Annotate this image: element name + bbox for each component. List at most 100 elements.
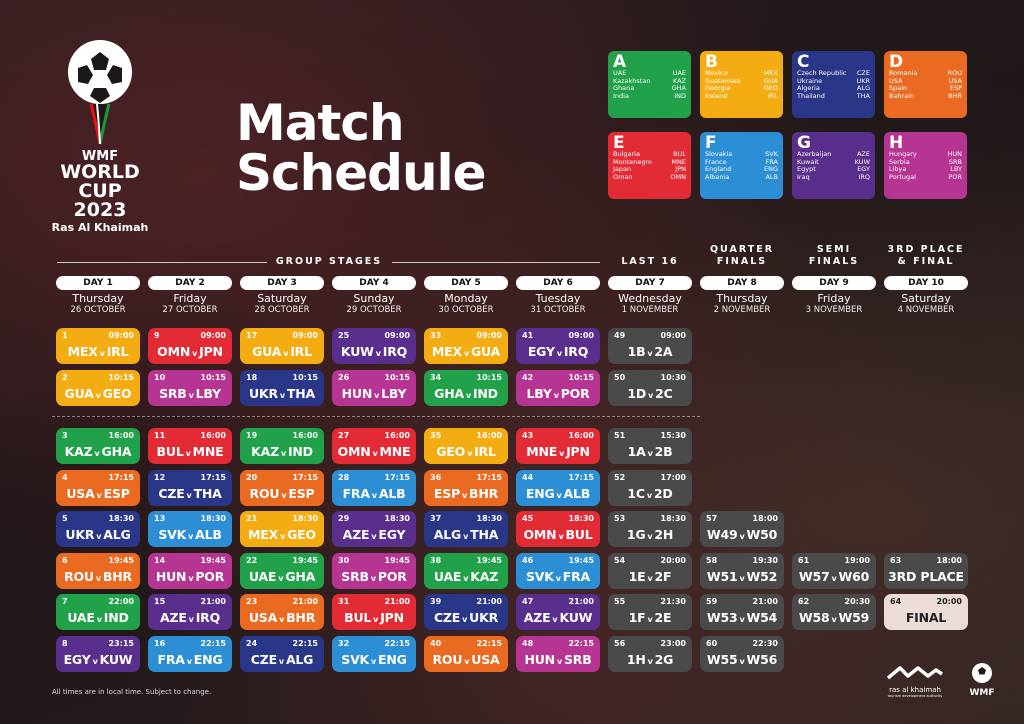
group-team: Ukraine UKR: [797, 77, 870, 86]
day-date: 31 OCTOBER: [530, 305, 586, 315]
team-away: BHR: [286, 610, 316, 625]
team-away: 2D: [653, 485, 673, 501]
match-teams: CZE v UKR: [424, 610, 508, 625]
team-code: IRL: [767, 91, 778, 100]
match-time: 17:15: [568, 472, 594, 482]
team-code: IRQ: [858, 172, 870, 181]
match-number: 27: [338, 431, 350, 440]
match-card: 51 15:30 1A v 2B: [608, 428, 692, 464]
group-team: Libya LBY: [889, 166, 962, 174]
title-line-1: Match: [236, 94, 405, 152]
versus-label: v: [831, 573, 837, 583]
group-letter: F: [705, 133, 717, 153]
match-card: 64 20:00 FINAL: [884, 594, 968, 630]
team-away: POR: [195, 568, 225, 584]
match-number: 15: [154, 597, 166, 606]
versus-label: v: [556, 656, 562, 666]
team-home: SRB: [341, 568, 369, 584]
match-number: 59: [706, 597, 718, 606]
team-away: BUL: [565, 527, 593, 542]
team-home: KUW: [340, 344, 374, 359]
team-home: GUA: [252, 344, 282, 359]
team-home: AZE: [523, 610, 551, 625]
team-code: MNE: [671, 157, 686, 166]
match-teams: CZE v ALG: [240, 652, 324, 667]
match-teams: OMN v MNE: [332, 444, 416, 459]
team-name: Mexico: [705, 69, 728, 77]
match-teams: 1A v 2B: [608, 444, 692, 459]
team-name: Serbia: [889, 157, 910, 166]
logo-city: Ras Al Khaimah: [51, 221, 149, 234]
team-away: W60: [838, 568, 870, 584]
match-time: 16:00: [384, 431, 410, 440]
match-teams: 3RD PLACE: [884, 569, 968, 584]
match-time: 09:00: [384, 331, 410, 340]
team-home: W53: [706, 610, 738, 625]
team-name: Spain: [889, 84, 908, 93]
group-card: F Slovakia SVK France FRA England ENG Albania AL…: [700, 132, 783, 199]
match-teams: OMN v BUL: [516, 527, 600, 542]
match-card: 23 21:00 USA v BHR: [240, 594, 324, 630]
day-label: DAY 8: [700, 276, 784, 290]
match-time: 21:00: [568, 597, 594, 606]
match-number: 55: [614, 597, 626, 606]
match-time: 19:45: [476, 555, 502, 565]
versus-label: v: [280, 532, 286, 541]
day-label: DAY 6: [516, 276, 600, 290]
match-number: 54: [614, 555, 626, 565]
day-header: DAY 2 Friday 27 OCTOBER: [148, 276, 232, 316]
team-home: MEX: [431, 344, 462, 359]
group-team: Slovakia SVK: [705, 150, 778, 159]
day-weekday: Thursday: [716, 292, 768, 305]
team-name: Bahrain: [889, 91, 915, 100]
match-card: 62 20:30 W58 v W59: [792, 594, 876, 630]
group-team: Ireland IRL: [705, 91, 778, 101]
team-away: MNE: [192, 444, 224, 459]
match-teams: CZE v THA: [148, 486, 232, 501]
match-time: 22:15: [384, 638, 410, 648]
team-away: IRL: [474, 444, 496, 459]
team-home: 1G: [626, 527, 646, 542]
team-home: BUL: [156, 444, 184, 459]
match-card: 6 19:45 ROU v BHR: [56, 552, 140, 589]
stage-last16: LAST 16: [621, 256, 679, 267]
team-name: Egypt: [797, 165, 816, 174]
team-away: 2C: [655, 386, 673, 401]
match-time: 18:30: [476, 514, 502, 523]
match-card: 57 18:00 W49 v W50: [700, 511, 784, 547]
match-time: 18:30: [108, 514, 134, 523]
match-time: 18:30: [200, 514, 226, 523]
team-away: ALB: [563, 485, 591, 501]
day-date: 2 NOVEMBER: [713, 305, 771, 315]
match-teams: FRA v ALB: [332, 486, 416, 501]
match-card: 38 19:45 UAE v KAZ: [424, 552, 508, 589]
day-date: 1 NOVEMBER: [621, 305, 679, 315]
match-card: 55 21:30 1F v 2E: [608, 594, 692, 630]
team-name: UAE: [613, 69, 627, 77]
team-home: W57: [798, 568, 830, 584]
match-time: 21:00: [752, 597, 778, 606]
day-date: 30 OCTOBER: [438, 305, 494, 315]
versus-label: v: [464, 656, 470, 666]
team-name: Albania: [705, 172, 730, 181]
match-card: 50 10:30 1D v 2C: [608, 370, 692, 406]
team-code: ESP: [949, 84, 962, 93]
day-date: 26 OCTOBER: [70, 305, 126, 315]
match-time: 20:00: [660, 555, 686, 565]
team-home: GEO: [436, 444, 466, 459]
group-team: Montenegro MNE: [613, 157, 686, 167]
group-team: UAE UAE: [613, 69, 686, 78]
versus-label: v: [371, 490, 377, 500]
match-card: 49 09:00 1B v 2A: [608, 328, 692, 364]
match-number: 50: [614, 373, 626, 382]
team-home: FRA: [342, 485, 370, 501]
match-time: 17:15: [384, 472, 410, 482]
versus-label: v: [188, 532, 194, 541]
versus-label: v: [188, 573, 194, 583]
team-code: GEO: [763, 84, 778, 93]
team-home: USA: [248, 610, 278, 625]
group-letter: H: [889, 133, 904, 153]
versus-label: v: [648, 391, 654, 400]
match-card: 59 21:00 W53 v W54: [700, 594, 784, 630]
match-number: 53: [614, 514, 626, 523]
